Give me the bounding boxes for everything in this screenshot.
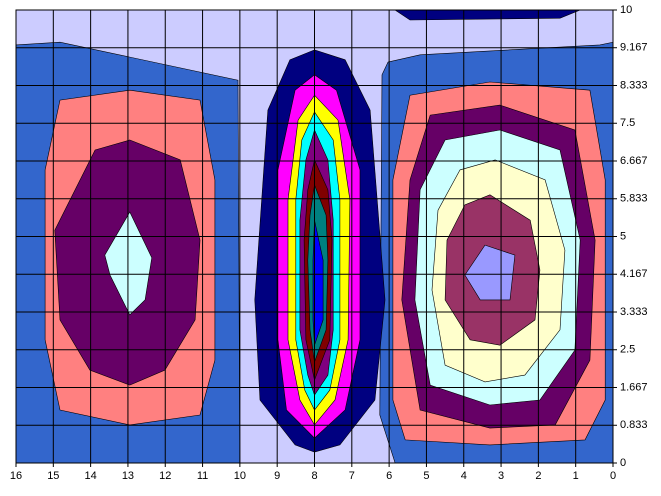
- x-tick-label: 12: [159, 470, 171, 482]
- x-tick-label: 0: [610, 470, 616, 482]
- y-tick-label: 3.333: [620, 306, 648, 318]
- y-tick-label: 8.333: [620, 79, 648, 91]
- x-tick-label: 11: [197, 470, 208, 482]
- x-tick-label: 7: [349, 470, 355, 482]
- y-tick-label: 0: [620, 457, 626, 469]
- x-tick-label: 2: [535, 470, 541, 482]
- x-tick-label: 13: [122, 470, 134, 482]
- y-tick-label: 9.167: [620, 42, 648, 54]
- x-tick-label: 9: [274, 470, 280, 482]
- x-tick-label: 1: [573, 470, 579, 482]
- y-tick-label: 0.833: [620, 419, 648, 431]
- y-tick-label: 5.833: [620, 193, 648, 205]
- x-tick-label: 15: [47, 470, 59, 482]
- x-tick-label: 3: [498, 470, 504, 482]
- tick-labels: 01234567891011121314151600.8331.6672.53.…: [10, 4, 648, 482]
- x-tick-label: 8: [311, 470, 317, 482]
- x-tick-label: 5: [423, 470, 429, 482]
- grid: [15, 9, 617, 467]
- y-tick-label: 4.167: [620, 268, 648, 280]
- y-tick-label: 6.667: [620, 155, 648, 167]
- y-tick-label: 7.5: [620, 117, 635, 129]
- x-tick-label: 10: [234, 470, 246, 482]
- x-tick-label: 6: [386, 470, 392, 482]
- contour-band: [464, 244, 516, 301]
- x-tick-label: 4: [461, 470, 467, 482]
- plot-frame: [15, 9, 614, 464]
- x-tick-label: 16: [10, 470, 22, 482]
- y-tick-label: 2.5: [620, 344, 635, 356]
- y-tick-label: 5: [620, 230, 626, 242]
- y-tick-label: 1.667: [620, 381, 648, 393]
- x-tick-label: 14: [85, 470, 97, 482]
- y-tick-label: 10: [620, 4, 632, 16]
- contour-band: [394, 9, 581, 21]
